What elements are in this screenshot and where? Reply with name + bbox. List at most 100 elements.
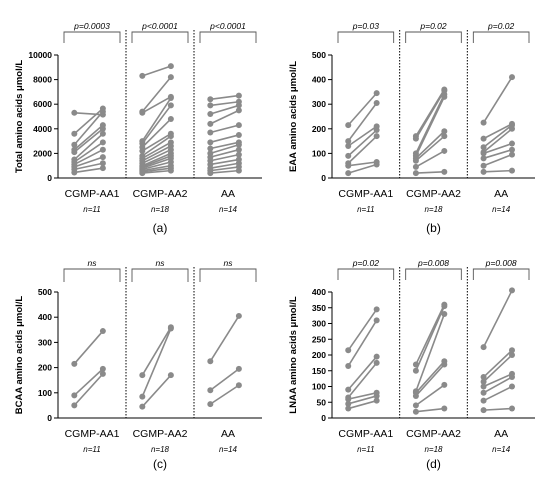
- group-label: CGMP-AA2: [406, 428, 461, 440]
- pair-line: [142, 164, 172, 172]
- data-point-before: [480, 168, 487, 175]
- data-point-after: [373, 359, 380, 366]
- y-tick-label: 100: [38, 388, 52, 398]
- pair-line: [141, 145, 172, 162]
- pair-line: [483, 123, 513, 140]
- data-point-after: [235, 167, 242, 174]
- data-point-after: [235, 365, 242, 372]
- data-pair: [480, 287, 515, 351]
- pair-line: [73, 128, 104, 153]
- chart-panel-3: BCAA amino acids μmol/L 0 100 200 300 400 500 n…: [14, 258, 262, 471]
- data-point-after: [99, 125, 106, 132]
- data-point-before: [480, 374, 487, 381]
- pair-line: [73, 373, 104, 406]
- data-point-before: [207, 145, 214, 152]
- significance-bracket: [63, 268, 121, 282]
- pair-line: [210, 94, 239, 101]
- pair-line: [347, 135, 378, 164]
- data-point-before: [412, 367, 419, 374]
- data-pair: [412, 303, 448, 374]
- y-tick-label: 100: [312, 148, 326, 158]
- data-point-after: [373, 127, 380, 134]
- data-point-before: [345, 347, 352, 354]
- pair-line: [141, 133, 172, 152]
- significance-label: p=0.0003: [73, 21, 110, 31]
- data-pair: [139, 63, 174, 79]
- data-point-after: [167, 63, 174, 70]
- pair-line: [415, 384, 445, 407]
- data-pair: [480, 140, 515, 157]
- group-label: CGMP-AA2: [133, 188, 188, 200]
- data-pair: [71, 165, 106, 176]
- data-pair: [139, 102, 174, 147]
- data-point-after: [441, 168, 448, 175]
- data-point-after: [373, 133, 380, 140]
- pair-line: [210, 141, 240, 150]
- pair-line: [141, 118, 172, 148]
- data-pair: [345, 353, 380, 393]
- pair-line: [483, 407, 513, 411]
- data-point-after: [235, 382, 242, 389]
- pair-line: [73, 141, 104, 163]
- data-point-after: [441, 311, 448, 318]
- pair-line: [347, 362, 378, 399]
- pair-line: [483, 354, 513, 383]
- y-tick-label: 350: [312, 303, 326, 313]
- data-point-after: [441, 128, 448, 135]
- data-point-before: [139, 372, 146, 379]
- data-point-before: [139, 403, 146, 410]
- significance-bracket: [337, 31, 395, 43]
- data-point-after: [373, 317, 380, 324]
- data-point-before: [207, 102, 214, 109]
- data-point-after: [235, 107, 242, 114]
- group-n: n=14: [219, 445, 238, 454]
- y-tick-label: 500: [312, 50, 326, 60]
- pair-line: [415, 171, 445, 174]
- significance-bracket: [405, 268, 462, 280]
- significance-bracket: [199, 31, 257, 43]
- data-point-before: [480, 135, 487, 142]
- pair-line: [415, 360, 445, 394]
- data-point-before: [480, 144, 487, 151]
- data-pair: [139, 372, 174, 410]
- data-pair: [480, 347, 515, 381]
- data-point-before: [412, 163, 419, 170]
- pair-line: [210, 144, 240, 155]
- group-n: n=18: [424, 205, 443, 214]
- pair-line: [347, 356, 378, 391]
- significance-label: p=0.008: [485, 258, 517, 268]
- data-point-before: [480, 162, 487, 169]
- data-point-before: [412, 402, 419, 409]
- data-pair: [345, 123, 380, 150]
- data-point-after: [235, 151, 242, 158]
- group-n: n=14: [219, 205, 238, 214]
- significance-label: ns: [156, 258, 166, 268]
- pair-line: [483, 349, 513, 378]
- data-pair: [139, 115, 174, 151]
- data-point-before: [480, 389, 487, 396]
- pair-line: [482, 290, 513, 348]
- data-pair: [480, 383, 515, 404]
- group-n: n=11: [357, 205, 374, 214]
- data-point-before: [139, 72, 146, 79]
- pair-line: [74, 167, 103, 174]
- data-pair: [345, 392, 380, 407]
- pair-line: [415, 130, 445, 159]
- significance-label: p<0.0001: [141, 21, 178, 31]
- data-pair: [412, 405, 448, 415]
- y-tick-label: 200: [312, 350, 326, 360]
- pair-line: [210, 124, 240, 134]
- group-label: CGMP-AA1: [338, 428, 393, 440]
- data-pair: [480, 374, 515, 396]
- data-point-before: [480, 383, 487, 390]
- data-pair: [71, 108, 106, 148]
- y-tick-label: 0: [47, 173, 52, 183]
- pair-line: [142, 157, 172, 169]
- data-pair: [480, 122, 515, 151]
- chart-panel-4: LNAA amino acids μmol/L 0 50 100 150 200 250 30…: [288, 258, 535, 471]
- data-pair: [412, 361, 448, 399]
- pair-line: [415, 305, 446, 372]
- data-point-before: [139, 393, 146, 400]
- data-point-after: [441, 381, 448, 388]
